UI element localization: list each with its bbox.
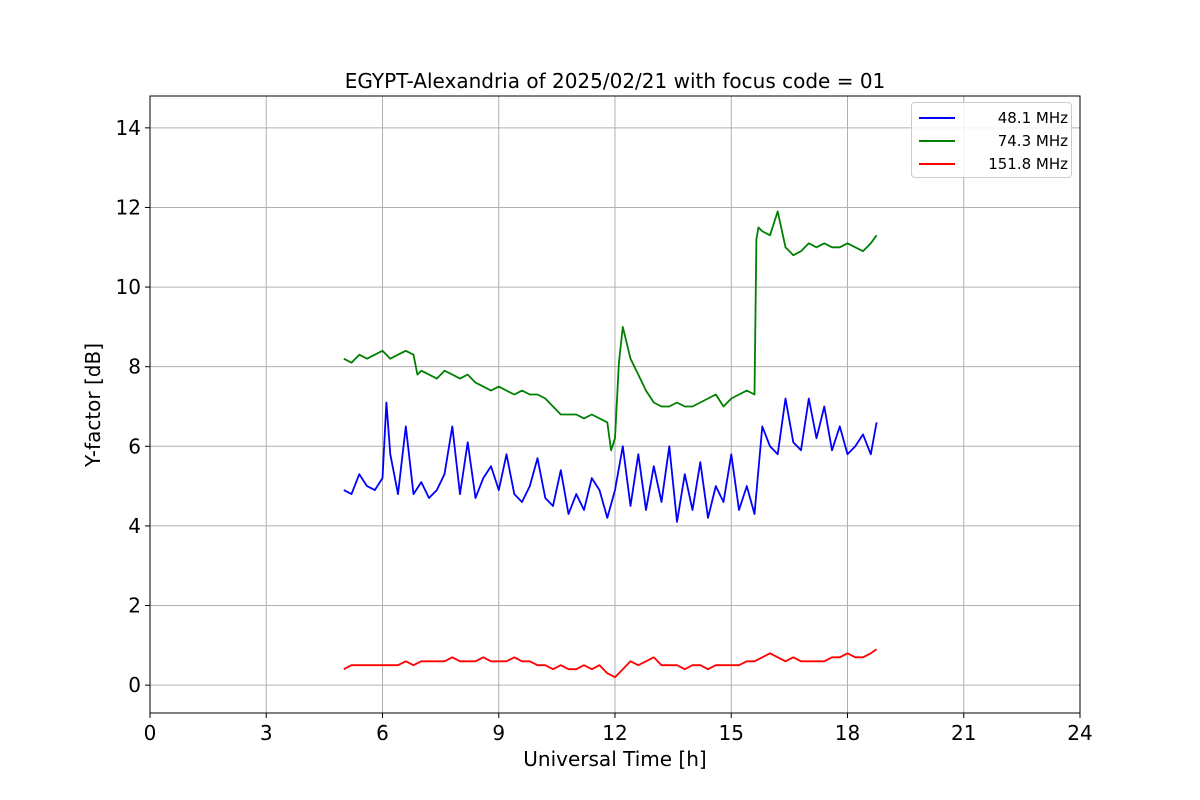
legend-label: 151.8 MHz: [988, 155, 1068, 173]
legend-swatch: [919, 140, 955, 142]
x-axis-label: Universal Time [h]: [523, 747, 706, 771]
series-layer: [343, 210, 878, 679]
x-tick-label: 12: [602, 721, 627, 745]
legend: 48.1 MHz 74.3 MHz 151.8 MHz: [911, 102, 1072, 178]
legend-swatch: [919, 117, 955, 119]
x-tick-label: 6: [376, 721, 389, 745]
legend-label: 74.3 MHz: [988, 132, 1068, 150]
y-tick-label: 12: [116, 195, 141, 219]
x-tick-label: 21: [951, 721, 976, 745]
x-tick-label: 18: [835, 721, 860, 745]
legend-label: 48.1 MHz: [988, 109, 1068, 127]
y-tick-label: 10: [116, 275, 141, 299]
y-tick-label: 8: [128, 355, 141, 379]
series-line-1: [343, 210, 878, 452]
series-line-0: [343, 397, 878, 523]
x-tick-label: 15: [719, 721, 744, 745]
x-tick-label: 3: [260, 721, 273, 745]
y-tick-label: 6: [128, 434, 141, 458]
chart-title: EGYPT-Alexandria of 2025/02/21 with focu…: [345, 69, 886, 93]
x-tick-label: 24: [1067, 721, 1092, 745]
y-axis-label: Y-factor [dB]: [81, 343, 105, 468]
legend-item: 151.8 MHz: [912, 153, 1071, 175]
x-tick-label: 9: [492, 721, 505, 745]
y-tick-label: 14: [116, 116, 141, 140]
y-tick-label: 4: [128, 514, 141, 538]
legend-item: 48.1 MHz: [912, 107, 1071, 129]
y-tick-label: 0: [128, 673, 141, 697]
series-line-2: [343, 648, 878, 679]
legend-item: 74.3 MHz: [912, 130, 1071, 152]
grid: [149, 96, 1081, 713]
y-tick-label: 2: [128, 594, 141, 618]
legend-swatch: [919, 163, 955, 165]
x-tick-label: 0: [144, 721, 157, 745]
